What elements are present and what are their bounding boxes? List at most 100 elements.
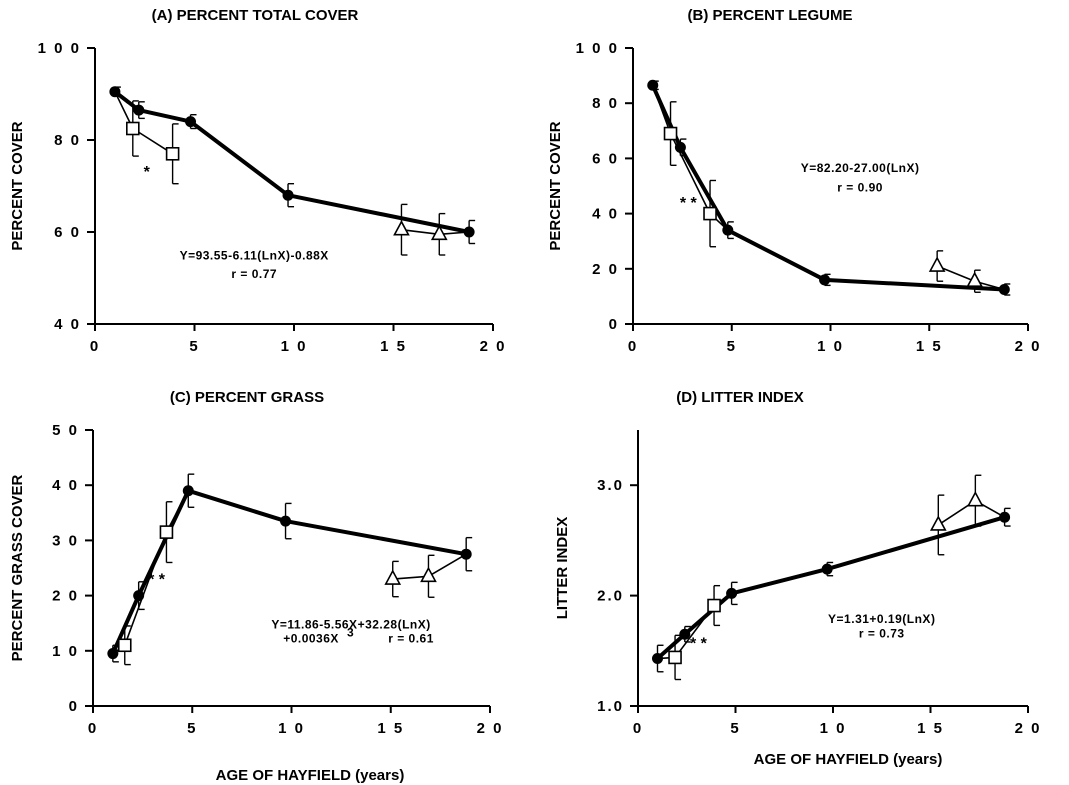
data-point-triangle [929,515,947,531]
data-point-square [703,206,717,221]
y-tick-label: 1 0 0 [38,40,81,57]
data-point-square [663,126,678,141]
data-point-circle [819,274,831,286]
x-tick-label: 1 0 [820,720,847,737]
regression-equation-term: +0.0036X [283,632,339,646]
data-point-square [707,598,721,613]
y-tick-label: 2.0 [597,588,624,605]
panel-d: (D) LITTER INDEX LITTER INDEX 0 5 1 0 1 5 2 0 1… [554,389,1042,737]
data-point-circle [999,511,1011,523]
data-point-triangle [384,569,402,585]
data-point-triangle [393,220,410,236]
correlation-coefficient: r = 0.77 [231,267,277,281]
y-tick-label: 1 0 [52,643,79,660]
significance-marker: * * [148,572,166,589]
regression-equation: Y=82.20-27.00(LnX) [801,161,920,175]
chart-title: (D) LITTER INDEX [676,389,804,406]
data-point-circle [185,116,197,128]
x-axis-label-left: AGE OF HAYFIELD (years) [216,767,405,784]
y-axis-label: PERCENT GRASS COVER [9,474,26,661]
data-point-circle [109,86,121,98]
data-point-square [117,638,132,653]
y-tick-label: 0 [69,698,79,715]
chart-title: (A) PERCENT TOTAL COVER [152,7,359,24]
x-tick-label: 2 0 [1015,720,1042,737]
y-tick-label: 8 0 [54,132,81,149]
regression-equation: Y=93.55-6.11(LnX)-0.88X [180,249,329,263]
correlation-coefficient: r = 0.73 [859,627,905,641]
y-axis-label: PERCENT COVER [547,121,564,250]
data-point-circle [133,104,145,116]
significance-marker: * * [690,636,708,653]
data-point-square [159,525,174,539]
y-tick-label: 4 0 [592,206,619,223]
x-tick-label: 1 5 [377,720,404,737]
y-tick-label: 8 0 [592,95,619,112]
chart-title: (B) PERCENT LEGUME [688,7,853,24]
data-point-circle [726,587,738,599]
chart-title: (C) PERCENT GRASS [170,389,324,406]
y-tick-label: 4 0 [54,316,81,333]
data-point-triangle [430,224,448,241]
data-point-circle [998,284,1010,295]
y-tick-label: 2 0 [592,261,619,278]
significance-marker: * * [680,195,698,212]
data-point-circle [282,189,294,201]
data-point-circle [647,79,659,91]
x-tick-label: 1 5 [916,338,943,355]
y-tick-label: 3.0 [597,477,624,494]
correlation-coefficient: r = 0.90 [837,181,883,195]
regression-equation: Y=11.86-5.56X+32.28(LnX) [271,618,430,632]
y-tick-label: 2 0 [52,588,79,605]
x-tick-label: 1 5 [917,720,944,737]
y-tick-label: 1 0 0 [576,40,619,57]
data-point-circle [133,590,145,602]
data-point-square [668,650,682,665]
data-point-circle [182,485,194,497]
data-point-circle [280,515,292,527]
x-tick-label: 2 0 [1015,338,1042,355]
panel-b: (B) PERCENT LEGUME PERCENT COVER 0 5 1 0 1 5 2… [547,7,1042,355]
data-point-triangle [928,256,946,272]
x-tick-label: 1 5 [380,338,407,355]
y-tick-label: 6 0 [54,224,81,241]
panel-c: (C) PERCENT GRASS PERCENT GRASS COVER 0 5 1 … [9,389,504,737]
x-tick-label: 0 [628,338,638,355]
data-point-circle [679,628,691,640]
data-point-circle [107,648,119,660]
y-axis-label: PERCENT COVER [9,121,26,250]
significance-marker: * [144,164,151,181]
y-tick-label: 0 [609,316,619,333]
data-point-circle [821,563,833,575]
x-tick-label: 0 [90,338,100,355]
data-point-circle [463,226,475,238]
x-axis-label-right: AGE OF HAYFIELD (years) [754,751,943,768]
x-tick-label: 5 [727,338,737,355]
y-tick-label: 6 0 [592,150,619,167]
x-tick-label: 5 [730,720,740,737]
series-line [113,90,470,234]
data-point-triangle [420,566,437,583]
x-tick-label: 0 [88,720,98,737]
data-point-square [165,147,180,161]
data-point-circle [652,653,663,665]
series-line [650,84,1005,292]
series-line [656,515,1006,661]
data-point-circle [722,224,734,236]
x-tick-label: 1 0 [281,338,308,355]
y-tick-label: 5 0 [52,422,79,439]
y-tick-label: 3 0 [52,532,79,549]
panel-a: (A) PERCENT TOTAL COVER PERCENT COVER 0 5 1 … [9,7,507,355]
x-tick-label: 2 0 [477,720,504,737]
data-point-triangle [967,490,984,507]
x-tick-label: 5 [189,338,199,355]
x-tick-label: 1 0 [278,720,305,737]
data-point-circle [460,548,472,560]
x-tick-label: 2 0 [480,338,507,355]
correlation-coefficient: r = 0.61 [388,632,434,646]
series-line [114,91,174,155]
x-tick-label: 5 [187,720,197,737]
x-tick-label: 0 [633,720,643,737]
y-axis-label: LITTER INDEX [554,517,571,620]
